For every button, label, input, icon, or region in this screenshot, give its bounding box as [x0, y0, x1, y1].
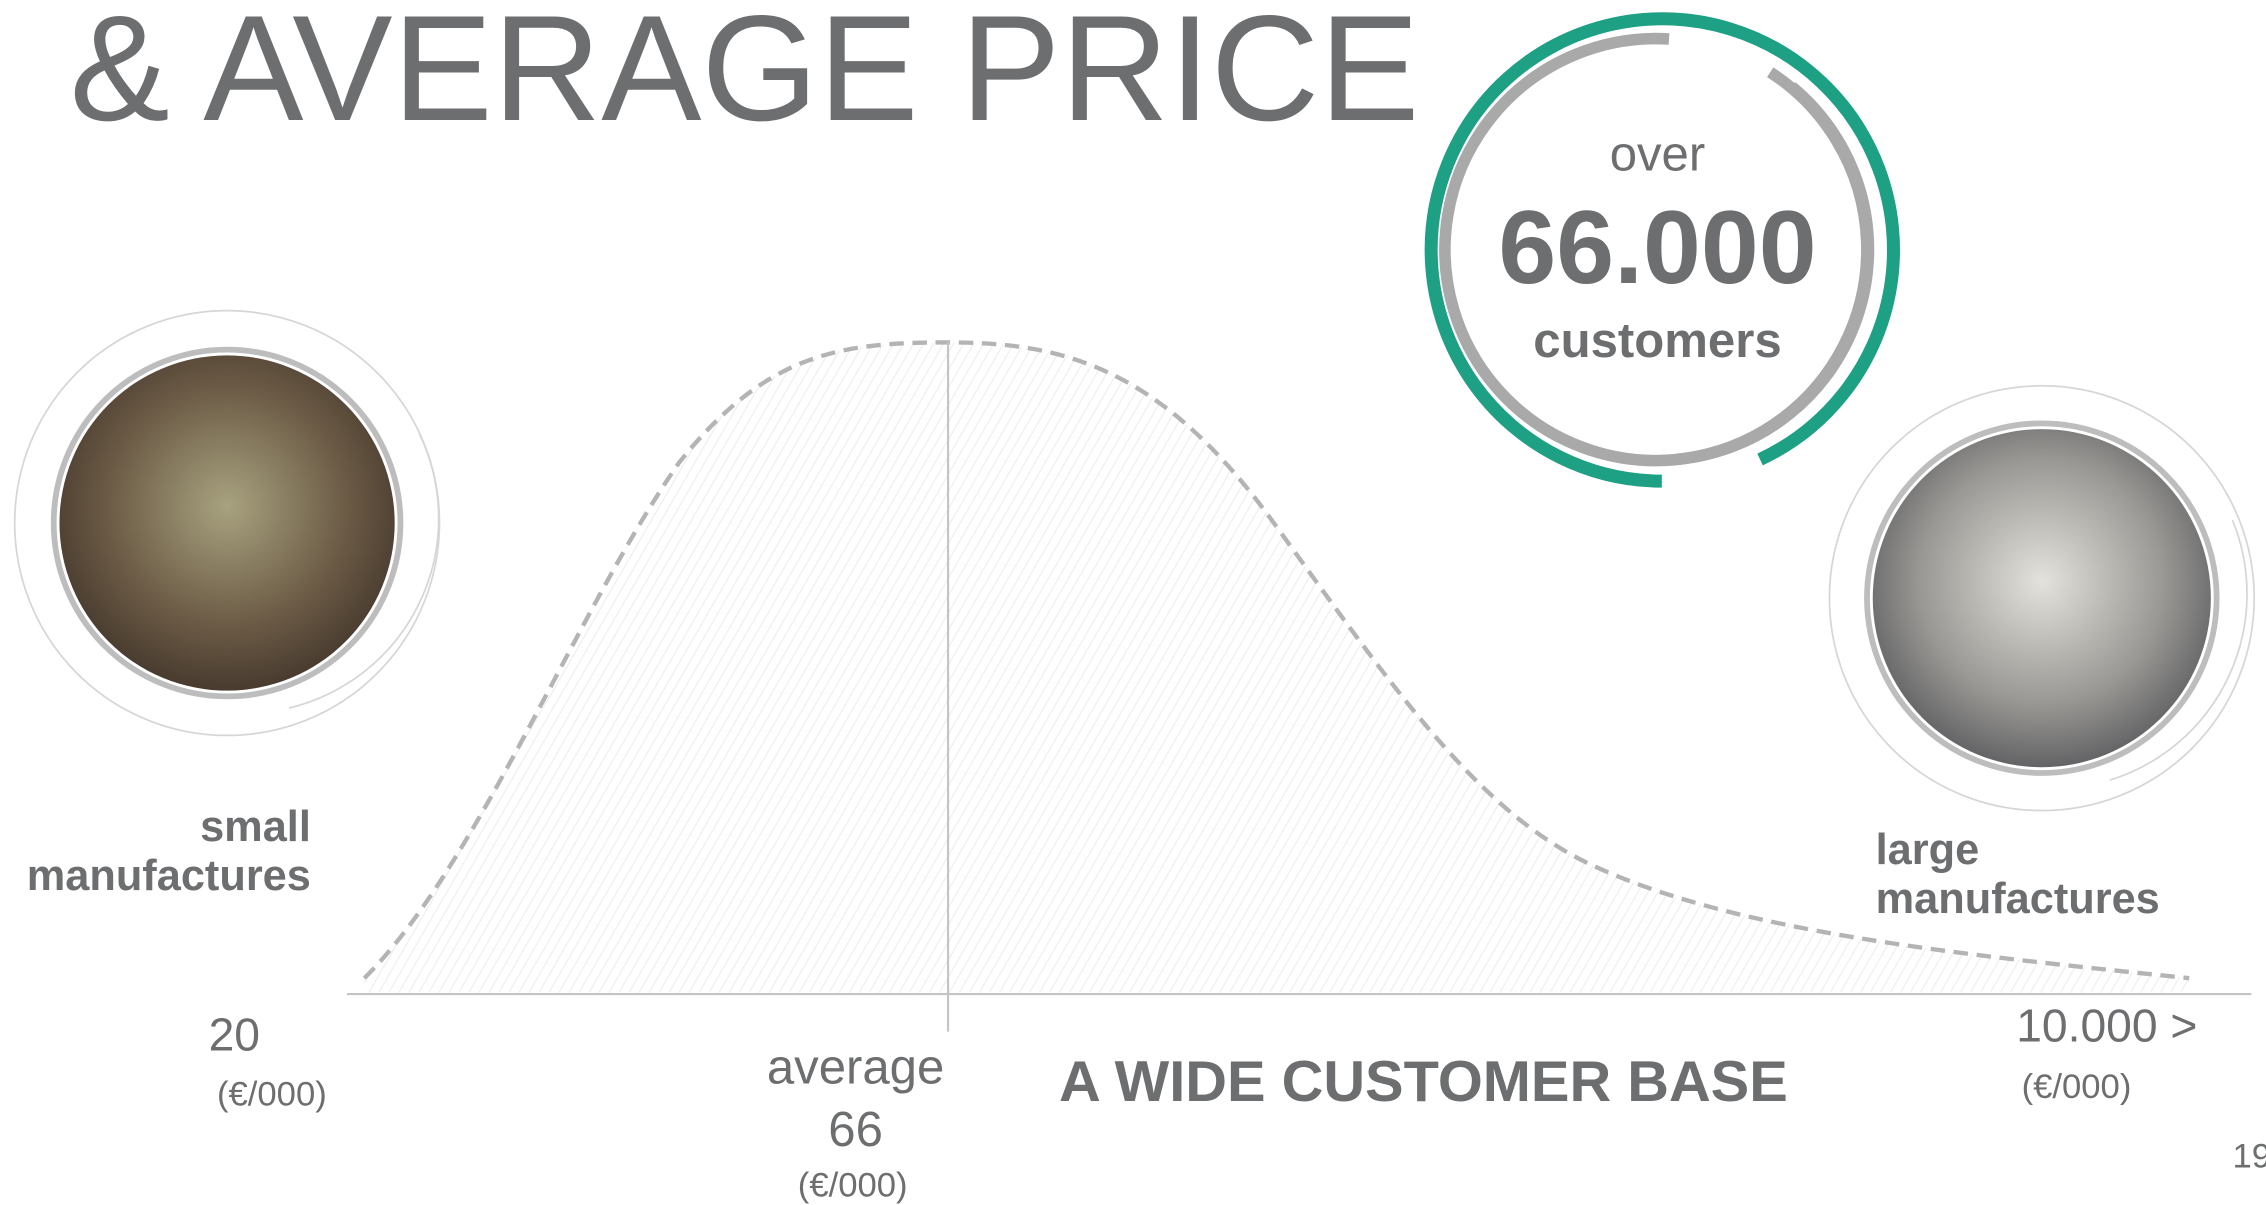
curve — [362, 340, 2190, 981]
right-label: manufactures — [1876, 875, 2160, 923]
badge-suffix: customers — [1533, 314, 1781, 368]
photo-ring — [2109, 519, 2248, 782]
badge-prefix: over — [1610, 127, 1706, 181]
axis-middle-unit: (€/000) — [798, 1166, 908, 1204]
axis-left-value: 20 — [209, 1008, 260, 1060]
photo-ring — [1828, 384, 2256, 812]
subtitle: A WIDE CUSTOMER BASE — [1059, 1050, 1788, 1114]
badge-ring-outer — [1424, 12, 1900, 488]
left-label: manufactures — [27, 852, 311, 900]
left-label: small — [200, 803, 311, 851]
page-number: 19 — [2233, 1137, 2266, 1175]
photo-small-manufacturer — [59, 355, 395, 691]
curve-area — [364, 342, 2190, 993]
photo-large-manufacturer — [1872, 429, 2211, 768]
axis-left-unit: (€/000) — [217, 1075, 327, 1113]
axis-middle-value: 66 — [828, 1103, 883, 1157]
axis-right-unit: (€/000) — [2022, 1068, 2132, 1106]
axis-right-value: 10.000 > — [2016, 1000, 2197, 1052]
badge-number: 66.000 — [1498, 190, 1816, 306]
photo-ring — [289, 433, 440, 709]
badge-ring-inner — [1675, 82, 1875, 466]
axis-middle-label: average — [767, 1041, 944, 1095]
title: & AVERAGE PRICE — [70, 0, 1420, 152]
right-label: large — [1876, 826, 1980, 874]
